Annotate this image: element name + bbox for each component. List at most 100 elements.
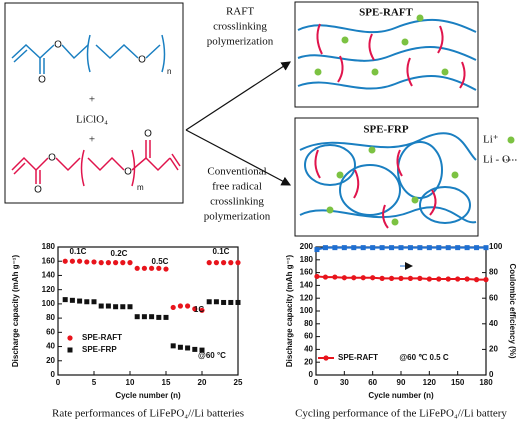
y2-tick-label: 60 [489, 293, 498, 302]
data-point [91, 299, 97, 305]
data-point [474, 245, 480, 251]
data-point [113, 260, 119, 266]
y-tick-label: 60 [46, 327, 55, 336]
atom: O [138, 55, 146, 66]
x-tick-label: 150 [451, 378, 465, 387]
data-point [351, 245, 357, 251]
data-point [98, 260, 104, 266]
y-tick-label: 160 [42, 256, 56, 265]
annotation: 0.2C [111, 249, 128, 258]
annotation: @60 ℃ 0.5 C [399, 353, 448, 362]
data-point [62, 297, 68, 303]
x-tick-label: 25 [234, 378, 243, 387]
data-point [445, 245, 451, 251]
data-point [84, 299, 90, 305]
data-point [332, 274, 338, 280]
data-point [206, 299, 212, 305]
x-tick-label: 15 [162, 378, 171, 387]
data-point [105, 260, 111, 266]
data-point [77, 298, 83, 304]
data-point [370, 245, 376, 251]
x-tick-label: 60 [368, 378, 377, 387]
x-tick-label: 30 [340, 378, 349, 387]
data-point [120, 304, 126, 310]
data-point [84, 259, 90, 265]
data-point [199, 307, 205, 313]
y-tick-label: 140 [42, 271, 56, 280]
product-label: SPE-RAFT [359, 7, 413, 19]
y2-tick-label: 40 [489, 319, 498, 328]
atom: O [38, 75, 46, 86]
data-point [322, 274, 329, 280]
arrow [185, 129, 292, 186]
data-point [228, 299, 234, 305]
y-tick-label: 60 [304, 332, 313, 341]
data-point [436, 245, 442, 251]
data-point [235, 260, 241, 266]
data-point [177, 344, 183, 350]
data-point [388, 275, 395, 281]
data-point [398, 275, 404, 281]
y-tick-label: 40 [304, 345, 313, 354]
data-point [98, 303, 104, 309]
data-point [445, 276, 451, 282]
data-point [235, 299, 241, 305]
x-axis-title: Cycle number (n) [368, 391, 434, 400]
data-point [473, 277, 480, 283]
data-point [426, 276, 432, 282]
data-point [322, 245, 328, 251]
data-point [91, 259, 97, 265]
y-tick-label: 140 [300, 281, 314, 290]
data-point [105, 303, 111, 309]
crosslink [314, 149, 437, 229]
route-label: Conventional [207, 166, 266, 178]
y2-tick-label: 100 [489, 242, 503, 251]
data-point [134, 314, 140, 320]
data-point [62, 258, 68, 264]
x-axis-title: Cycle number (n) [115, 391, 181, 400]
li-ion [314, 14, 449, 76]
data-point [185, 345, 191, 351]
data-point [221, 299, 227, 305]
y2-tick-label: 80 [489, 268, 498, 277]
y-tick-label: 160 [300, 268, 314, 277]
y-tick-label: 120 [42, 285, 56, 294]
y-tick-label: 120 [300, 293, 314, 302]
y2-tick-label: 20 [489, 345, 498, 354]
data-point [360, 245, 366, 251]
chart-caption: Cycling performance of the LiFePO₄//Li b… [295, 408, 507, 420]
data-point [483, 245, 489, 251]
data-point [170, 343, 176, 349]
data-point [170, 304, 176, 311]
y-tick-label: 20 [304, 357, 313, 366]
legend-label: SPE-RAFT [82, 333, 122, 342]
arrow [185, 61, 292, 131]
y2-axis-title: Coulombic efficiency (%) [508, 263, 517, 358]
atom: O [54, 40, 62, 51]
product-box [294, 117, 479, 237]
repeat-index: m [137, 183, 144, 192]
y-tick-label: 100 [300, 306, 314, 315]
annotation: @60 °C [198, 351, 226, 360]
data-point [141, 265, 147, 271]
route-label: RAFT [226, 6, 254, 18]
data-point [120, 260, 126, 266]
product-box [294, 1, 479, 108]
data-point [360, 275, 366, 281]
data-point [156, 314, 162, 320]
y-tick-label: 80 [304, 319, 313, 328]
data-point [127, 304, 133, 310]
plus: + [89, 94, 95, 106]
data-point [464, 276, 470, 282]
atom: O [124, 167, 132, 178]
data-point [436, 276, 442, 282]
data-point [221, 260, 227, 266]
data-point [483, 277, 489, 283]
y-tick-label: 100 [42, 299, 56, 308]
data-point [192, 346, 198, 352]
atom: O [48, 153, 56, 164]
crosslink [316, 23, 466, 89]
y-tick-label: 80 [46, 313, 55, 322]
legend-label: SPE-RAFT [338, 353, 378, 362]
